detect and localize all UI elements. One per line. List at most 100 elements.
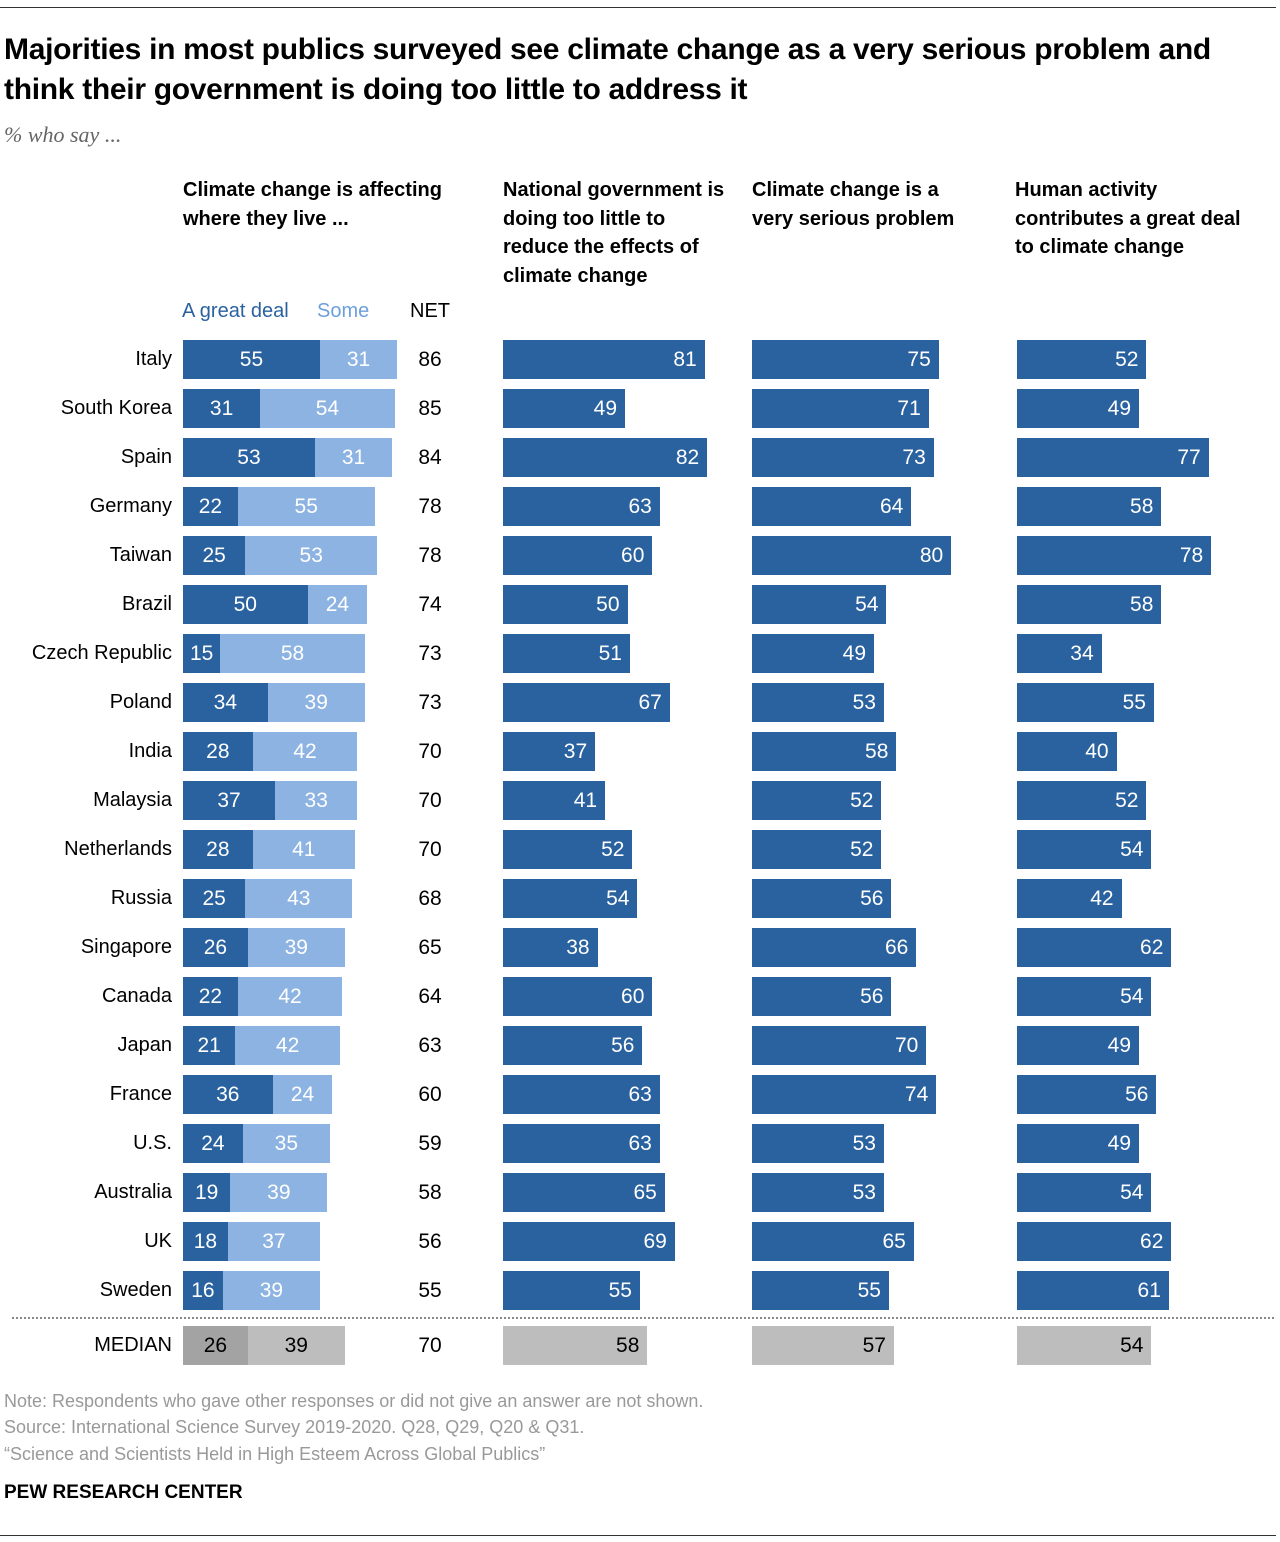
net-value: 65	[418, 936, 442, 959]
bar-very-serious: 80	[752, 536, 952, 575]
bar-great-deal: 34	[183, 683, 268, 722]
bar-great-deal: 53	[183, 438, 315, 477]
panel-title-government: National government is doing too little …	[503, 179, 725, 287]
bar-great-deal: 15	[183, 634, 221, 673]
bar-great-deal: 50	[183, 585, 308, 624]
bar-some: 55	[237, 487, 375, 526]
country-label: India	[128, 740, 172, 762]
bar-very-serious: 71	[752, 389, 929, 428]
country-label: Malaysia	[93, 789, 172, 811]
median-bar-great-deal: 26	[183, 1326, 248, 1365]
net-value: 70	[418, 789, 442, 812]
bar-human-activity: 49	[1017, 1026, 1139, 1065]
bar-gov-too-little: 51	[503, 634, 630, 673]
bar-some: 37	[227, 1222, 320, 1261]
country-label: Netherlands	[64, 838, 172, 860]
net-value: 73	[418, 691, 442, 714]
bar-very-serious: 55	[752, 1271, 889, 1310]
brand-logo: PEW RESEARCH CENTER	[4, 1482, 243, 1503]
bar-gov-too-little: 56	[503, 1026, 643, 1065]
bar-great-deal: 25	[183, 879, 246, 918]
bar-gov-too-little: 63	[503, 1075, 660, 1114]
bar-very-serious: 53	[752, 683, 884, 722]
bar-very-serious: 73	[752, 438, 934, 477]
bar-human-activity: 54	[1017, 1173, 1152, 1212]
country-label: Poland	[109, 691, 172, 713]
bar-very-serious: 52	[752, 781, 882, 820]
bar-some: 39	[267, 683, 365, 722]
panel-title-serious: Climate change is a very serious problem	[752, 179, 955, 230]
bar-very-serious: 56	[752, 879, 892, 918]
bottom-rule	[0, 1535, 1276, 1536]
net-value: 68	[418, 887, 442, 910]
country-label: Taiwan	[109, 544, 172, 566]
country-label: Singapore	[80, 936, 172, 958]
bar-great-deal: 31	[183, 389, 261, 428]
net-value: 74	[418, 593, 442, 616]
bar-human-activity: 78	[1017, 536, 1212, 575]
bar-gov-too-little: 37	[503, 732, 596, 771]
median-bar-gov-too-little: 58	[503, 1326, 648, 1365]
median-divider	[12, 1317, 1274, 1319]
legend-some: Some	[317, 300, 370, 322]
median-net-value: 70	[418, 1334, 442, 1357]
bar-some: 39	[230, 1173, 328, 1212]
bar-great-deal: 36	[183, 1075, 273, 1114]
bar-human-activity: 62	[1017, 928, 1172, 967]
bar-gov-too-little: 55	[503, 1271, 640, 1310]
bar-great-deal: 19	[183, 1173, 231, 1212]
bar-some: 42	[235, 1026, 340, 1065]
net-value: 70	[418, 740, 442, 763]
chart-title: Majorities in most publics surveyed see …	[4, 33, 1211, 106]
bar-gov-too-little: 82	[503, 438, 708, 477]
net-value: 86	[418, 348, 442, 371]
net-value: 78	[418, 544, 442, 567]
bar-gov-too-little: 81	[503, 340, 705, 379]
net-value: 58	[418, 1181, 442, 1204]
bar-great-deal: 25	[183, 536, 246, 575]
bar-human-activity: 55	[1017, 683, 1154, 722]
country-label: U.S.	[133, 1132, 172, 1154]
bar-human-activity: 56	[1017, 1075, 1157, 1114]
bar-very-serious: 49	[752, 634, 874, 673]
bar-very-serious: 64	[752, 487, 912, 526]
top-rule	[0, 7, 1276, 8]
bar-some: 39	[222, 1271, 320, 1310]
legend-great-deal: A great deal	[182, 300, 289, 322]
bar-very-serious: 65	[752, 1222, 914, 1261]
bar-great-deal: 28	[183, 830, 253, 869]
bar-some: 24	[307, 585, 368, 624]
net-value: 60	[418, 1083, 442, 1106]
median-bar-very-serious: 57	[752, 1326, 894, 1365]
panel-title-affecting: Climate change is affecting where they l…	[183, 179, 442, 230]
bar-great-deal: 16	[183, 1271, 223, 1310]
bar-great-deal: 28	[183, 732, 253, 771]
country-label: Germany	[89, 495, 172, 517]
country-label: UK	[144, 1230, 172, 1252]
bar-some: 43	[245, 879, 353, 918]
bar-gov-too-little: 60	[503, 977, 653, 1016]
footer-source: Source: International Science Survey 201…	[4, 1417, 585, 1437]
median-bar-some: 39	[247, 1326, 345, 1365]
bar-great-deal: 24	[183, 1124, 243, 1163]
bar-great-deal: 26	[183, 928, 248, 967]
bar-great-deal: 21	[183, 1026, 236, 1065]
net-value: 84	[418, 446, 442, 469]
bar-human-activity: 58	[1017, 487, 1162, 526]
net-value: 78	[418, 495, 442, 518]
country-label: Czech Republic	[31, 642, 172, 664]
country-label: Russia	[110, 887, 172, 909]
country-label: Brazil	[121, 593, 172, 615]
bar-very-serious: 53	[752, 1173, 884, 1212]
bar-human-activity: 52	[1017, 340, 1147, 379]
bar-gov-too-little: 63	[503, 1124, 660, 1163]
bar-great-deal: 22	[183, 487, 238, 526]
country-label: Australia	[94, 1181, 172, 1203]
bar-some: 41	[252, 830, 355, 869]
country-label: Canada	[101, 985, 172, 1007]
bar-gov-too-little: 41	[503, 781, 606, 820]
footer-note: Note: Respondents who gave other respons…	[4, 1391, 704, 1411]
net-value: 73	[418, 642, 442, 665]
bar-some: 39	[247, 928, 345, 967]
bar-human-activity: 34	[1017, 634, 1102, 673]
